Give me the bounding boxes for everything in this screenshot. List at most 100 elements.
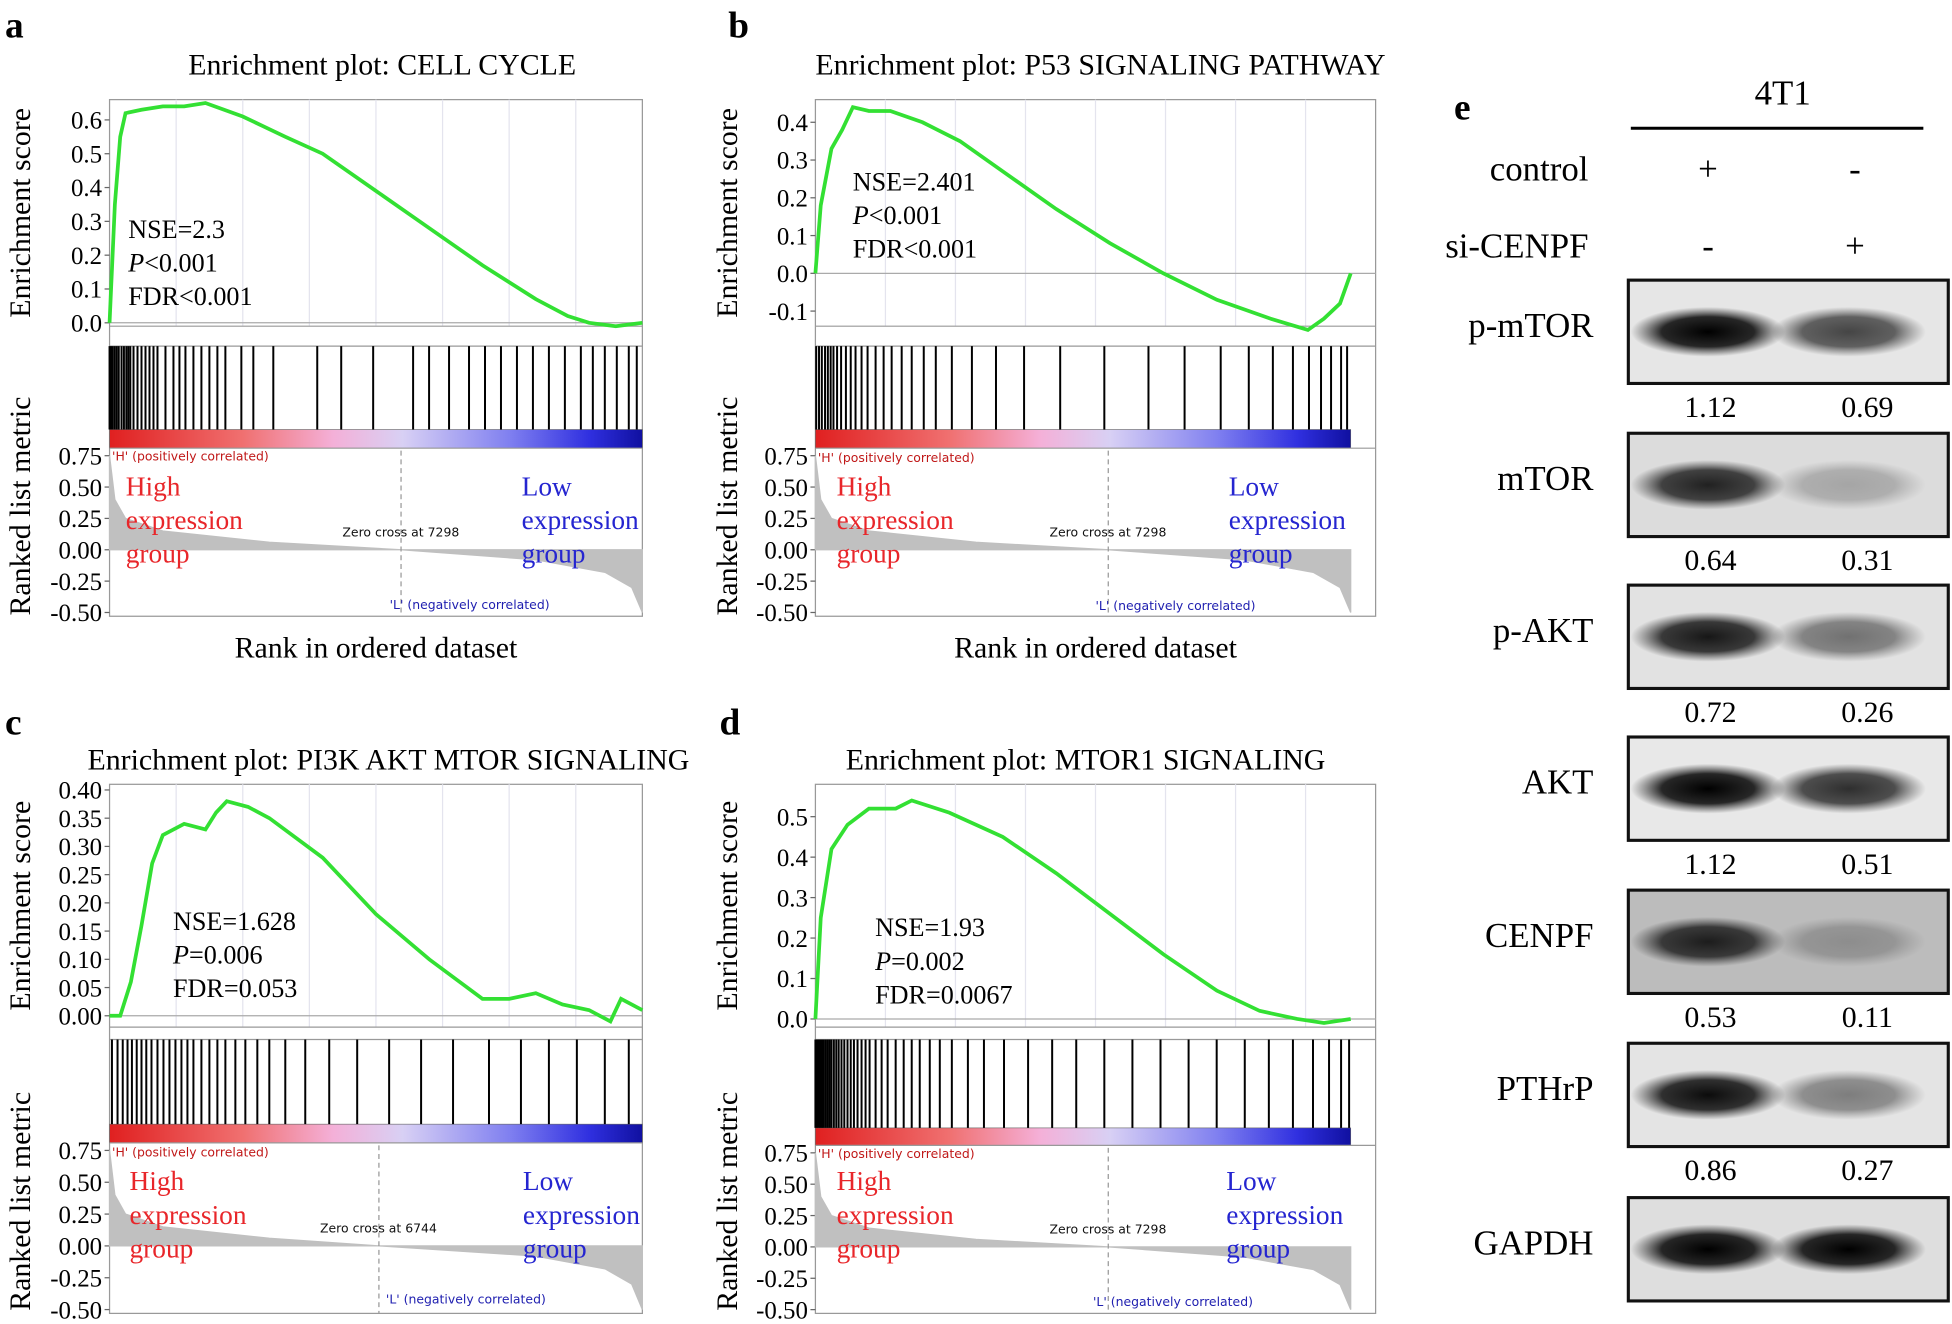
y-tick-label: 0.00 [764, 1235, 808, 1262]
y-tick-label: 0.00 [59, 1003, 103, 1030]
y-tick-label: 0.00 [59, 537, 103, 564]
y-tick-label: 0.50 [764, 475, 808, 502]
y-tick-label: 0.3 [777, 885, 808, 912]
blot-band [1771, 916, 1926, 967]
stat-label: P<0.001 [852, 201, 942, 230]
stat-label: NSE=1.93 [875, 913, 985, 942]
low-group-label: Low [523, 1166, 573, 1196]
high-group-label: High [129, 1166, 184, 1196]
blot-band [1630, 460, 1786, 510]
band-label: PTHrP [1497, 1069, 1594, 1108]
band-value: 1.12 [1684, 391, 1736, 424]
y-tick-label: 0.35 [59, 806, 103, 833]
blot-band [1630, 763, 1786, 814]
high-group-label: expression [837, 505, 954, 535]
chart-title: Enrichment plot: P53 SIGNALING PATHWAY [815, 49, 1385, 82]
blot-band [1630, 916, 1786, 967]
high-group-label: expression [129, 1200, 246, 1230]
stat-label: NSE=1.628 [173, 907, 296, 936]
zero-cross-label: Zero cross at 7298 [1050, 525, 1167, 540]
y-tick-label: 0.10 [59, 947, 103, 974]
panel-letter: c [5, 703, 22, 744]
y-axis-title: Ranked list metric [4, 397, 37, 616]
y-tick-label: 0.05 [59, 975, 103, 1002]
y-tick-label: 0.1 [777, 223, 808, 250]
low-group-label: group [1229, 539, 1293, 569]
stat-label: FDR<0.001 [128, 282, 252, 311]
band-value: 0.11 [1842, 1001, 1893, 1034]
y-axis-title: Ranked list metric [711, 397, 744, 616]
stat-label: FDR=0.053 [173, 974, 297, 1003]
y-tick-label: -0.25 [50, 1265, 102, 1292]
high-group-label: group [837, 1233, 901, 1263]
y-tick-label: 0.15 [59, 919, 103, 946]
y-tick-label: -0.50 [756, 1297, 808, 1324]
y-tick-label: 0.75 [764, 1141, 808, 1168]
y-tick-label: 0.5 [777, 804, 808, 831]
neg-label: 'L' (negatively correlated) [1096, 598, 1256, 613]
y-tick-label: 0.20 [59, 891, 103, 918]
y-tick-label: 0.4 [777, 110, 809, 137]
blot-band [1771, 306, 1926, 357]
stat-label: P<0.001 [127, 248, 217, 277]
band-value: 0.64 [1684, 544, 1736, 577]
y-tick-label: 0.4 [71, 175, 103, 202]
y-tick-label: 0.75 [59, 443, 103, 470]
band-label: p-mTOR [1468, 306, 1594, 345]
neg-label: 'L' (negatively correlated) [390, 597, 550, 612]
low-group-label: Low [1229, 471, 1279, 501]
high-group-label: expression [837, 1200, 954, 1230]
band-value: 0.51 [1841, 848, 1893, 881]
zero-cross-label: Zero cross at 7298 [342, 525, 459, 540]
cell-line: 4T1 [1755, 74, 1811, 113]
y-tick-label: -0.1 [769, 299, 808, 326]
y-tick-label: 0.2 [777, 186, 808, 213]
y-tick-label: 0.1 [777, 966, 808, 993]
y-axis-title: Ranked list metric [711, 1092, 744, 1311]
blot-band [1630, 1224, 1786, 1275]
high-group-label: group [837, 539, 901, 569]
high-group-label: group [129, 1233, 193, 1263]
chart-title: Enrichment plot: MTOR1 SIGNALING [846, 743, 1326, 776]
y-tick-label: 0.0 [71, 311, 102, 338]
band-value: 0.86 [1684, 1154, 1736, 1187]
band-label: GAPDH [1473, 1223, 1593, 1262]
high-group-label: High [837, 1166, 892, 1196]
band-value: 0.26 [1841, 696, 1893, 729]
y-tick-label: 0.5 [71, 141, 102, 168]
y-axis-title: Enrichment score [4, 801, 37, 1011]
stat-label: FDR=0.0067 [875, 980, 1012, 1009]
y-tick-label: 0.25 [764, 506, 808, 533]
condition-mark: - [1702, 227, 1714, 266]
band-label: AKT [1522, 763, 1594, 802]
y-tick-label: 0.25 [59, 862, 103, 889]
panel-letter: e [1454, 88, 1471, 129]
enrichment-curve [107, 101, 643, 329]
y-tick-label: 0.3 [71, 209, 102, 236]
blot-band [1771, 1224, 1926, 1275]
low-group-label: expression [1229, 505, 1346, 535]
y-tick-label: -0.25 [756, 1266, 808, 1293]
y-tick-label: 0.50 [59, 475, 103, 502]
panel-letter: b [728, 5, 749, 46]
zero-cross-label: Zero cross at 6744 [320, 1220, 437, 1235]
stat-label: NSE=2.401 [853, 167, 976, 196]
y-tick-label: -0.50 [50, 600, 102, 627]
chart-title: Enrichment plot: PI3K AKT MTOR SIGNALING [87, 743, 689, 776]
low-group-label: Low [522, 471, 572, 501]
blot-band [1630, 306, 1786, 357]
y-tick-label: 0.00 [764, 537, 808, 564]
low-group-label: expression [523, 1200, 640, 1230]
band-value: 0.53 [1684, 1001, 1736, 1034]
x-axis-title: Rank in ordered dataset [954, 631, 1237, 664]
y-tick-label: -0.50 [756, 600, 808, 627]
y-tick-label: 0.75 [59, 1138, 103, 1165]
zero-cross-label: Zero cross at 7298 [1050, 1222, 1167, 1237]
condition-mark: + [1845, 227, 1865, 266]
color-bar [109, 429, 643, 449]
color-bar [815, 429, 1352, 449]
y-tick-label: 0.6 [71, 108, 102, 135]
low-group-label: group [522, 539, 586, 569]
y-tick-label: 0.2 [777, 926, 808, 953]
